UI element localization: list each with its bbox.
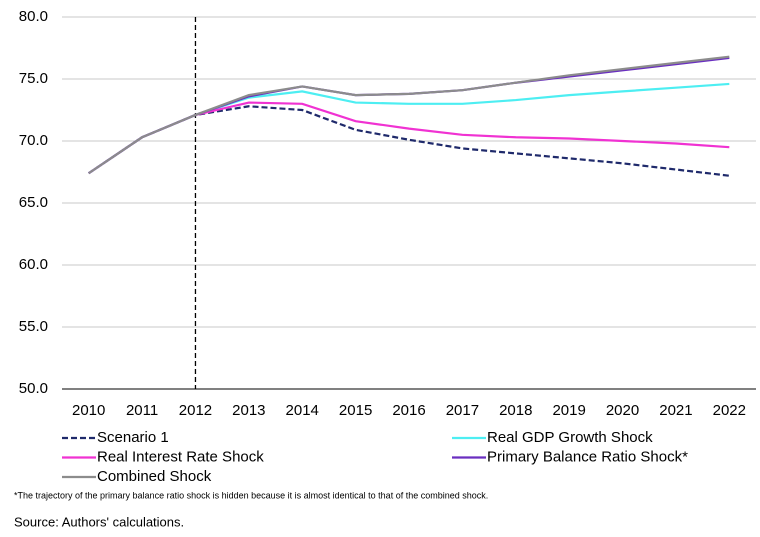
y-tick-label: 65.0 <box>19 194 48 211</box>
x-tick-label: 2018 <box>499 402 532 419</box>
footnote: *The trajectory of the primary balance r… <box>14 490 488 500</box>
x-tick-label: 2019 <box>552 402 585 419</box>
y-tick-label: 80.0 <box>19 8 48 25</box>
source: Source: Authors' calculations. <box>14 514 184 529</box>
x-tick-label: 2016 <box>392 402 425 419</box>
x-tick-label: 2014 <box>286 402 319 419</box>
x-tick-label: 2021 <box>659 402 692 419</box>
y-tick-label: 75.0 <box>19 70 48 87</box>
series-line <box>88 101 730 175</box>
legend-label: Combined Shock <box>97 468 212 485</box>
series-line <box>88 55 730 175</box>
legend-label: Primary Balance Ratio Shock* <box>487 448 688 465</box>
x-tick-label: 2022 <box>713 402 746 419</box>
legend-label: Real Interest Rate Shock <box>97 448 264 465</box>
legend-label: Real GDP Growth Shock <box>487 429 653 446</box>
x-tick-label: 2010 <box>72 402 105 419</box>
x-tick-label: 2011 <box>126 402 158 419</box>
y-tick-label: 50.0 <box>19 380 48 397</box>
y-tick-label: 55.0 <box>19 318 48 335</box>
x-tick-label: 2017 <box>446 402 479 419</box>
y-tick-label: 60.0 <box>19 256 48 273</box>
x-tick-label: 2020 <box>606 402 639 419</box>
x-tick-label: 2012 <box>179 402 212 419</box>
x-tick-label: 2013 <box>232 402 265 419</box>
y-tick-label: 70.0 <box>19 132 48 149</box>
legend-label: Scenario 1 <box>97 429 169 446</box>
x-tick-label: 2015 <box>339 402 372 419</box>
series-line <box>88 56 730 175</box>
